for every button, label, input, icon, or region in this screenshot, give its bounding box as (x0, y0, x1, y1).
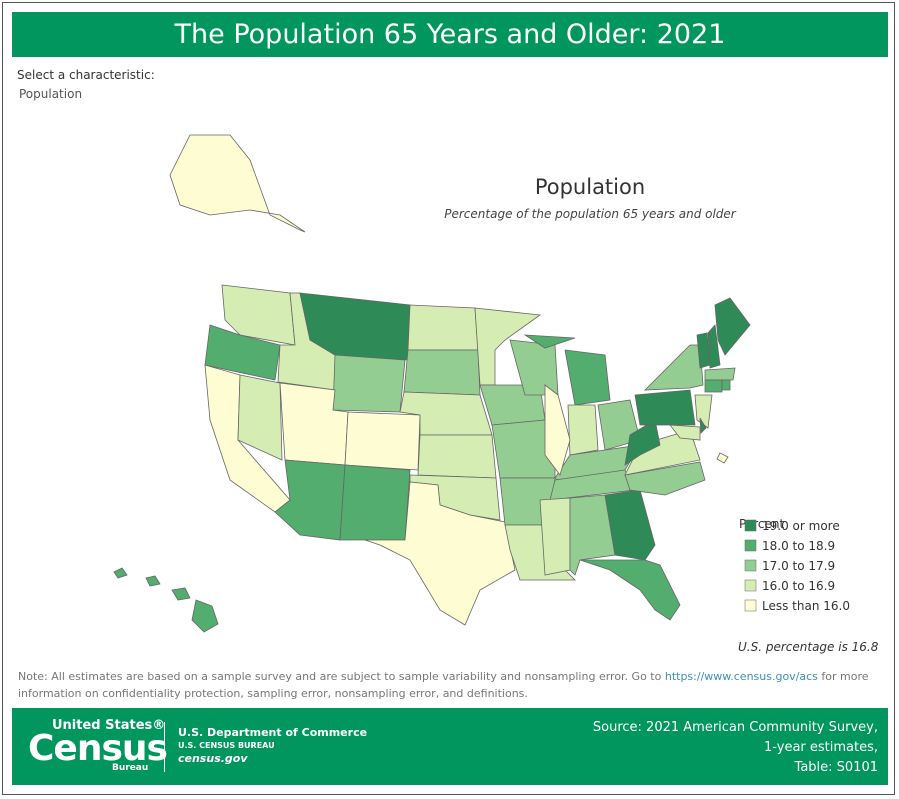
state (407, 304, 479, 351)
legend-swatch (744, 539, 757, 552)
state (564, 349, 611, 406)
state (544, 384, 571, 476)
state (567, 404, 599, 456)
divider (164, 722, 165, 772)
state (523, 334, 576, 349)
state (716, 452, 729, 464)
dept: U.S. Department of Commerce (178, 726, 368, 739)
map-subtitle: Percentage of the population 65 years an… (444, 207, 736, 221)
state (634, 389, 696, 426)
title: The Population 65 Years and Older: 2021 (12, 12, 888, 57)
selector-label: Select a characteristic: (17, 68, 155, 82)
state (403, 349, 481, 396)
state (364, 481, 516, 626)
state (237, 374, 283, 461)
legend-swatch (744, 519, 757, 532)
state (221, 284, 296, 346)
selector-value[interactable]: Population (19, 87, 83, 101)
footer: United States® Census Bureau U.S. Depart… (12, 708, 888, 785)
state (704, 367, 736, 381)
legend-swatch (744, 599, 757, 612)
logo-main: Census (28, 728, 168, 769)
state (579, 559, 681, 621)
state (539, 497, 571, 576)
logo-sub: Bureau (112, 763, 149, 773)
state (704, 379, 723, 393)
state (699, 417, 707, 434)
note-text: Note: All estimates are based on a sampl… (18, 670, 665, 683)
site: census.gov (178, 752, 248, 765)
state (113, 567, 128, 579)
source-line: Table: S0101 (794, 760, 878, 775)
legend-label: 17.0 to 17.9 (762, 559, 835, 573)
note-text: for more information on confidentiality … (18, 670, 869, 700)
state (707, 324, 721, 369)
state (694, 394, 713, 429)
state (191, 599, 219, 633)
note-link[interactable]: https://www.census.gov/acs (664, 670, 818, 683)
legend-label: Less than 16.0 (762, 599, 850, 613)
us-note: U.S. percentage is 16.8 (738, 640, 879, 654)
legend-label: 18.0 to 18.9 (762, 539, 835, 553)
state (669, 424, 701, 441)
state (714, 297, 751, 356)
state (171, 587, 191, 601)
legend-label: 16.0 to 16.9 (762, 579, 835, 593)
state (721, 379, 731, 391)
source-line: 1-year estimates, (764, 740, 878, 755)
map-title: Population (534, 175, 646, 199)
state (204, 324, 281, 381)
state (332, 354, 406, 413)
legend-swatch (744, 579, 757, 592)
bureau: U.S. CENSUS BUREAU (178, 741, 275, 750)
state (339, 464, 411, 541)
state (145, 575, 161, 587)
state (169, 134, 306, 233)
state (624, 461, 706, 496)
state (417, 434, 497, 479)
source: Source: 2021 American Community Survey, 1… (593, 718, 878, 778)
source-line: Source: 2021 American Community Survey, (592, 720, 878, 735)
state (643, 344, 704, 391)
legend-swatch (744, 559, 757, 572)
note: Note: All estimates are based on a sampl… (18, 668, 883, 702)
legend-label: 19.0 or more (762, 519, 840, 533)
state (344, 411, 421, 471)
logo-top: United States® (52, 718, 166, 733)
state (624, 429, 701, 476)
